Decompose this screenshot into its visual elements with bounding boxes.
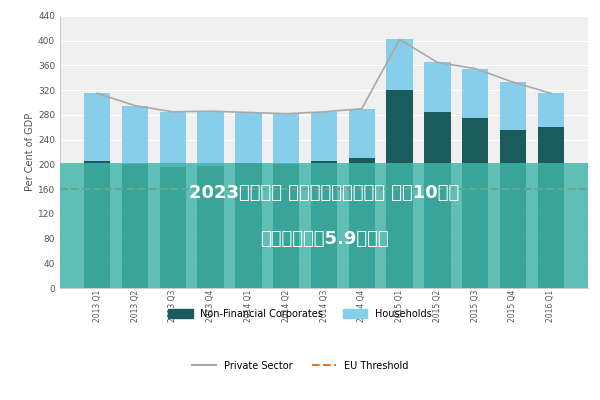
Bar — [235, 112, 262, 163]
Private Sector — [434, 60, 441, 65]
Bar — [500, 82, 526, 130]
Private Sector — [169, 110, 176, 114]
Private Sector — [472, 66, 479, 71]
Text: 国债收益率涨5.9个基点: 国债收益率涨5.9个基点 — [260, 230, 388, 248]
Private Sector — [245, 110, 252, 115]
Bar — [311, 161, 337, 288]
Bar — [273, 164, 299, 288]
Line: Private Sector: Private Sector — [97, 40, 551, 114]
Bar — [235, 163, 262, 288]
Bar — [311, 112, 337, 161]
Bar — [462, 118, 488, 288]
Bar — [424, 112, 451, 288]
EU Threshold — [131, 187, 139, 192]
Bar — [538, 127, 564, 288]
Private Sector — [94, 91, 101, 96]
Private Sector — [131, 103, 139, 108]
Text: 2023炒股配资 欧债收益率集体收涨 英国10年期: 2023炒股配资 欧债收益率集体收涨 英国10年期 — [189, 184, 459, 202]
Bar — [122, 164, 148, 288]
Private Sector — [358, 106, 365, 111]
EU Threshold — [94, 187, 101, 192]
Legend: Private Sector, EU Threshold: Private Sector, EU Threshold — [191, 361, 409, 371]
Private Sector — [320, 110, 328, 114]
Bar — [84, 161, 110, 288]
Bar — [386, 90, 413, 288]
Bar — [160, 112, 186, 168]
Bar — [462, 68, 488, 118]
Bar — [160, 168, 186, 288]
Bar — [273, 114, 299, 164]
Bar — [424, 62, 451, 112]
Private Sector — [509, 80, 517, 84]
Bar — [84, 93, 110, 161]
Bar — [197, 111, 224, 166]
Private Sector — [396, 37, 403, 42]
Bar — [197, 166, 224, 288]
Y-axis label: Per Cent of GDP: Per Cent of GDP — [25, 113, 35, 191]
Bar — [500, 130, 526, 288]
Private Sector — [283, 111, 290, 116]
Bar — [60, 163, 588, 288]
Legend: Non-Financial Corporates, Households: Non-Financial Corporates, Households — [169, 309, 431, 319]
Bar — [538, 93, 564, 127]
Bar — [349, 158, 375, 288]
Private Sector — [207, 109, 214, 114]
Bar — [349, 109, 375, 158]
Bar — [122, 106, 148, 164]
Private Sector — [547, 91, 554, 96]
Bar — [386, 40, 413, 90]
